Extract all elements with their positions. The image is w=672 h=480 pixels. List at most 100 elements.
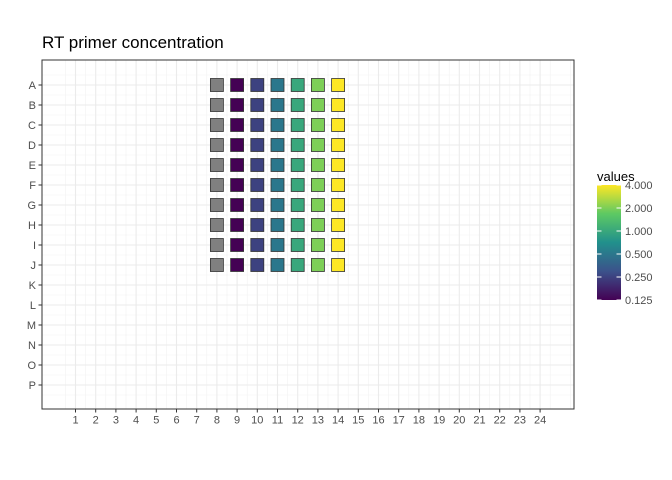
tile-G8	[209, 198, 224, 212]
tile-I12	[290, 238, 305, 252]
y-tick-label-N: N	[28, 340, 36, 352]
tile-I13	[310, 238, 325, 252]
x-tick-label-15: 15	[352, 415, 364, 427]
x-tick-label-11: 11	[272, 415, 283, 427]
y-tick-label-B: B	[29, 100, 36, 112]
tile-J8	[209, 258, 224, 272]
x-tick-label-5: 5	[153, 415, 159, 427]
tile-E12	[290, 158, 305, 172]
y-tick-label-G: G	[27, 200, 36, 212]
tile-F9	[230, 178, 245, 192]
tile-F10	[250, 178, 265, 192]
tile-D14	[331, 138, 346, 152]
tile-H11	[270, 218, 285, 232]
y-tick-label-A: A	[29, 80, 37, 92]
tile-H14	[331, 218, 346, 232]
y-tick-label-I: I	[33, 240, 36, 252]
x-tick-label-6: 6	[173, 415, 179, 427]
y-tick-label-L: L	[30, 300, 36, 312]
y-tick-label-D: D	[28, 140, 36, 152]
x-tick-label-21: 21	[473, 415, 485, 427]
panel-border	[41, 59, 575, 410]
grid-lines	[42, 60, 574, 409]
tile-I11	[270, 238, 285, 252]
tile-A10	[250, 78, 265, 92]
tile-B14	[331, 98, 346, 112]
tile-A12	[290, 78, 305, 92]
y-tick-label-O: O	[27, 360, 36, 372]
tile-J10	[250, 258, 265, 272]
y-tick-label-H: H	[28, 220, 36, 232]
tile-E8	[209, 158, 224, 172]
y-tick-label-M: M	[27, 320, 36, 332]
tile-E13	[310, 158, 325, 172]
tile-B9	[230, 98, 245, 112]
legend-colorbar	[597, 185, 621, 300]
tile-J11	[270, 258, 285, 272]
x-tick-label-16: 16	[372, 415, 384, 427]
tile-C13	[310, 118, 325, 132]
x-tick-label-22: 22	[494, 415, 506, 427]
tile-F13	[310, 178, 325, 192]
tile-A14	[331, 78, 346, 92]
heatmap-tiles	[209, 78, 346, 272]
tile-G12	[290, 198, 305, 212]
tile-B11	[270, 98, 285, 112]
legend-title: values	[597, 169, 635, 184]
tile-I8	[209, 238, 224, 252]
tile-E9	[230, 158, 245, 172]
tile-J12	[290, 258, 305, 272]
tile-B13	[310, 98, 325, 112]
tile-D10	[250, 138, 265, 152]
tile-A8	[209, 78, 224, 92]
tile-G10	[250, 198, 265, 212]
tile-G13	[310, 198, 325, 212]
tile-B10	[250, 98, 265, 112]
axes: 1 2 3 4 5 6 7 8 9 10 11 12 13 14 15 16 17 18 19 20 21 22 23 24A…	[27, 80, 546, 427]
tile-B12	[290, 98, 305, 112]
y-tick-label-K: K	[29, 280, 37, 292]
tile-F8	[209, 178, 224, 192]
x-tick-label-8: 8	[214, 415, 220, 427]
chart-title: RT primer concentration	[42, 33, 224, 52]
tile-I14	[331, 238, 346, 252]
legend-label-2: 1.000	[625, 226, 653, 238]
tile-H10	[250, 218, 265, 232]
x-tick-label-20: 20	[453, 415, 465, 427]
tile-C8	[209, 118, 224, 132]
tile-A11	[270, 78, 285, 92]
tile-J9	[230, 258, 245, 272]
y-tick-label-J: J	[31, 260, 37, 272]
tile-F14	[331, 178, 346, 192]
x-tick-label-17: 17	[393, 415, 405, 427]
tile-F12	[290, 178, 305, 192]
tile-G14	[331, 198, 346, 212]
x-tick-label-7: 7	[194, 415, 200, 427]
x-tick-label-12: 12	[292, 415, 304, 427]
x-tick-label-13: 13	[312, 415, 324, 427]
tile-J14	[331, 258, 346, 272]
tile-G11	[270, 198, 285, 212]
legend-label-5: 0.125	[625, 295, 653, 307]
tile-H8	[209, 218, 224, 232]
tile-I9	[230, 238, 245, 252]
tile-D9	[230, 138, 245, 152]
tile-C9	[230, 118, 245, 132]
x-tick-label-19: 19	[433, 415, 445, 427]
tile-E10	[250, 158, 265, 172]
color-legend: values 4.000 2.000 1.000 0.500 0.250 0.125	[597, 169, 653, 307]
tile-D8	[209, 138, 224, 152]
tile-C12	[290, 118, 305, 132]
tile-E11	[270, 158, 285, 172]
tile-J13	[310, 258, 325, 272]
tile-A9	[230, 78, 245, 92]
tile-H9	[230, 218, 245, 232]
legend-label-4: 0.250	[625, 272, 653, 284]
tile-E14	[331, 158, 346, 172]
tile-D11	[270, 138, 285, 152]
x-tick-label-23: 23	[514, 415, 526, 427]
x-tick-label-9: 9	[234, 415, 240, 427]
x-tick-label-10: 10	[251, 415, 263, 427]
legend-label-0: 4.000	[625, 180, 653, 192]
